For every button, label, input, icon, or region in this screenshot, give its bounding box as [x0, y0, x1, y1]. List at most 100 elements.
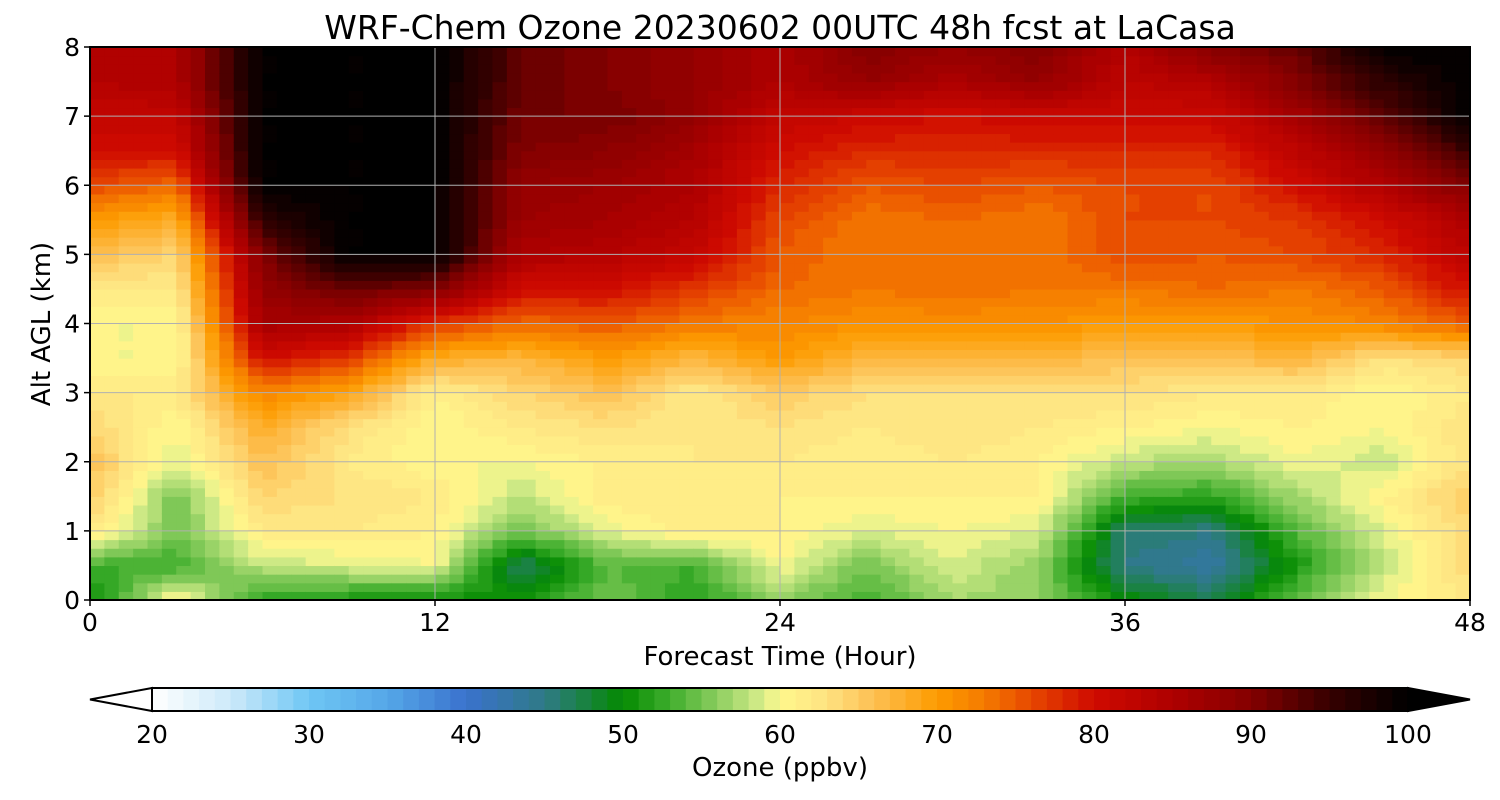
heatmap-cell [895, 383, 910, 394]
heatmap-cell [880, 591, 896, 601]
heatmap-cell [233, 358, 249, 368]
heatmap-cell [320, 340, 335, 351]
heatmap-cell [377, 90, 393, 100]
heatmap-cell [1182, 332, 1198, 342]
heatmap-cell [708, 565, 724, 575]
heatmap-cell [190, 185, 206, 195]
heatmap-cell [1153, 453, 1169, 463]
heatmap-cell [190, 237, 206, 247]
heatmap-cell [305, 245, 321, 255]
heatmap-cell [535, 487, 551, 497]
heatmap-cell [923, 124, 939, 135]
heatmap-cell [420, 565, 436, 575]
heatmap-cell [305, 513, 321, 523]
heatmap-cell [1024, 591, 1040, 601]
heatmap-cell [578, 81, 594, 91]
heatmap-cell [1110, 47, 1126, 57]
heatmap-cell [751, 513, 767, 523]
heatmap-cell [736, 461, 752, 471]
heatmap-cell [118, 392, 134, 402]
heatmap-cell [1153, 470, 1169, 480]
heatmap-cell [190, 90, 206, 100]
heatmap-cell [521, 116, 537, 126]
heatmap-cell [506, 539, 522, 549]
heatmap-cell [981, 314, 997, 325]
heatmap-cell [1125, 565, 1140, 575]
heatmap-cell [435, 358, 450, 368]
heatmap-cell [564, 496, 580, 506]
heatmap-cell [708, 358, 724, 368]
heatmap-cell [621, 159, 637, 169]
heatmap-cell [995, 470, 1011, 480]
heatmap-cell [334, 539, 350, 549]
heatmap-cell [276, 176, 292, 186]
heatmap-cell [765, 271, 781, 281]
heatmap-cell [794, 556, 810, 567]
heatmap-cell [190, 513, 206, 523]
heatmap-cell [650, 427, 666, 437]
heatmap-cell [406, 150, 422, 160]
heatmap-cell [1081, 591, 1097, 601]
heatmap-cell [492, 159, 508, 169]
heatmap-cell [679, 64, 695, 74]
heatmap-cell [420, 323, 436, 333]
heatmap-cell [837, 133, 853, 143]
heatmap-cell [1096, 556, 1112, 567]
heatmap-cell [348, 383, 364, 394]
heatmap-cell [550, 55, 565, 65]
heatmap-cell [147, 461, 163, 471]
heatmap-cell [837, 263, 853, 273]
heatmap-cell [535, 513, 551, 523]
heatmap-cell [1182, 211, 1198, 221]
heatmap-cell [851, 539, 867, 549]
heatmap-cell [1081, 358, 1097, 368]
heatmap-cell [938, 167, 954, 178]
heatmap-cell [334, 522, 350, 532]
heatmap-cell [607, 565, 623, 575]
heatmap-cell [851, 340, 867, 351]
heatmap-cell [895, 142, 910, 152]
heatmap-cell [233, 392, 249, 402]
heatmap-cell [320, 349, 335, 359]
heatmap-cell [794, 228, 810, 238]
heatmap-cell [736, 98, 752, 109]
heatmap-cell [780, 383, 795, 394]
heatmap-cell [593, 513, 609, 523]
heatmap-cell [176, 245, 192, 255]
heatmap-cell [1053, 81, 1069, 91]
heatmap-cell [1153, 254, 1169, 264]
heatmap-cell [736, 193, 752, 204]
heatmap-cell [449, 461, 465, 471]
heatmap-cell [248, 167, 264, 178]
heatmap-cell [909, 237, 925, 247]
heatmap-cell [478, 444, 494, 454]
heatmap-cell [1010, 539, 1025, 549]
heatmap-cell [679, 332, 695, 342]
heatmap-cell [1081, 479, 1097, 489]
heatmap-cell [665, 349, 680, 359]
heatmap-cell [1010, 461, 1025, 471]
heatmap-cell [219, 332, 235, 342]
heatmap-cell [133, 574, 149, 584]
heatmap-cell [320, 297, 335, 307]
heatmap-cell [823, 306, 839, 316]
heatmap-cell [1053, 349, 1069, 359]
heatmap-cell [506, 427, 522, 437]
heatmap-cell [90, 435, 105, 446]
heatmap-cell [1139, 81, 1155, 91]
heatmap-cell [305, 288, 321, 299]
heatmap-cell [621, 479, 637, 489]
heatmap-cell [938, 202, 954, 212]
heatmap-cell [1125, 64, 1140, 74]
heatmap-cell [923, 444, 939, 454]
heatmap-cell [104, 332, 120, 342]
heatmap-cell [1196, 461, 1212, 471]
heatmap-cell [837, 461, 853, 471]
heatmap-cell [909, 288, 925, 299]
heatmap-cell [1081, 185, 1097, 195]
heatmap-cell [463, 453, 479, 463]
heatmap-cell [420, 193, 436, 204]
heatmap-cell [1110, 159, 1126, 169]
heatmap-cell [578, 237, 594, 247]
heatmap-cell [866, 167, 882, 178]
